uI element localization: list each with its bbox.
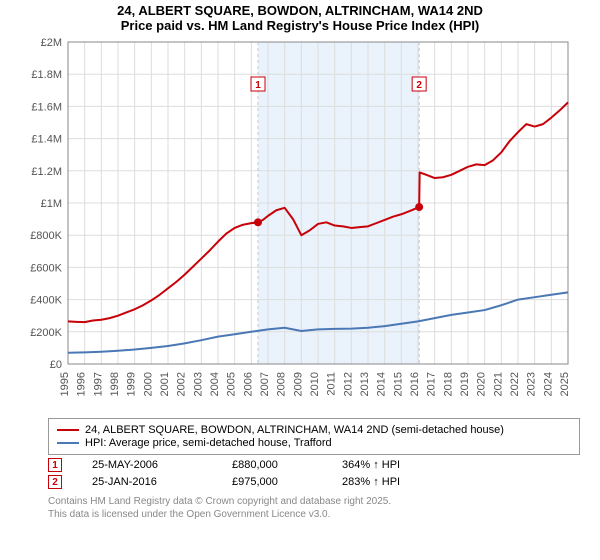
svg-text:2011: 2011	[326, 372, 338, 396]
chart-area: £0 £200K £400K £600K £800K £1M £1.2M £1.4M £1.6M…	[20, 34, 580, 414]
transaction-row-2: 2 25-JAN-2016 £975,000 283% ↑ HPI	[48, 475, 580, 489]
svg-text:2013: 2013	[359, 372, 371, 396]
svg-text:2009: 2009	[292, 372, 304, 396]
svg-text:£1.8M: £1.8M	[31, 69, 62, 81]
svg-text:2001: 2001	[159, 372, 171, 396]
svg-text:2025: 2025	[559, 372, 571, 396]
svg-text:1: 1	[255, 80, 261, 91]
svg-text:2006: 2006	[242, 372, 254, 396]
svg-text:2012: 2012	[342, 372, 354, 396]
footnote-line1: Contains HM Land Registry data © Crown c…	[48, 495, 580, 508]
svg-text:2016: 2016	[409, 372, 421, 396]
svg-text:2005: 2005	[226, 372, 238, 396]
svg-text:2024: 2024	[542, 372, 554, 396]
transaction-date-2: 25-JAN-2016	[92, 476, 202, 488]
svg-text:2007: 2007	[259, 372, 271, 396]
transaction-date-1: 25-MAY-2006	[92, 459, 202, 471]
svg-text:£200K: £200K	[30, 327, 62, 339]
transactions-list: 1 25-MAY-2006 £880,000 364% ↑ HPI 2 25-J…	[48, 458, 580, 489]
legend-label-hpi: HPI: Average price, semi-detached house,…	[85, 437, 332, 449]
svg-text:2008: 2008	[276, 372, 288, 396]
svg-text:2018: 2018	[442, 372, 454, 396]
line-chart: £0 £200K £400K £600K £800K £1M £1.2M £1.4M £1.6M…	[20, 34, 580, 414]
svg-text:1998: 1998	[109, 372, 121, 396]
transaction-marker-2: 2	[48, 475, 62, 489]
chart-title-line1: 24, ALBERT SQUARE, BOWDON, ALTRINCHAM, W…	[0, 3, 600, 18]
svg-text:2015: 2015	[392, 372, 404, 396]
svg-text:2017: 2017	[426, 372, 438, 396]
svg-text:2023: 2023	[526, 372, 538, 396]
svg-text:£400K: £400K	[30, 295, 62, 307]
svg-text:2000: 2000	[142, 372, 154, 396]
svg-text:£800K: £800K	[30, 230, 62, 242]
transaction-pct-2: 283% ↑ HPI	[342, 476, 400, 488]
svg-text:2002: 2002	[176, 372, 188, 396]
footnote: Contains HM Land Registry data © Crown c…	[48, 495, 580, 521]
footnote-line2: This data is licensed under the Open Gov…	[48, 508, 580, 521]
transaction-marker-1: 1	[48, 458, 62, 472]
svg-text:£2M: £2M	[41, 37, 62, 49]
svg-text:2022: 2022	[509, 372, 521, 396]
svg-text:£1M: £1M	[41, 198, 62, 210]
svg-text:2019: 2019	[459, 372, 471, 396]
legend-swatch-property	[57, 429, 79, 431]
svg-text:2021: 2021	[492, 372, 504, 396]
chart-title-line2: Price paid vs. HM Land Registry's House …	[0, 18, 600, 33]
svg-text:£1.6M: £1.6M	[31, 101, 62, 113]
svg-text:2010: 2010	[309, 372, 321, 396]
svg-text:1995: 1995	[59, 372, 71, 396]
transaction-price-1: £880,000	[232, 459, 312, 471]
transaction-pct-1: 364% ↑ HPI	[342, 459, 400, 471]
legend-swatch-hpi	[57, 442, 79, 444]
svg-text:2014: 2014	[376, 372, 388, 396]
svg-text:2004: 2004	[209, 372, 221, 396]
transaction-price-2: £975,000	[232, 476, 312, 488]
legend-item-property: 24, ALBERT SQUARE, BOWDON, ALTRINCHAM, W…	[57, 424, 571, 436]
legend: 24, ALBERT SQUARE, BOWDON, ALTRINCHAM, W…	[48, 418, 580, 455]
svg-text:£0: £0	[50, 359, 62, 371]
svg-text:£600K: £600K	[30, 262, 62, 274]
legend-item-hpi: HPI: Average price, semi-detached house,…	[57, 437, 571, 449]
svg-text:1996: 1996	[76, 372, 88, 396]
svg-text:£1.4M: £1.4M	[31, 134, 62, 146]
svg-text:2020: 2020	[476, 372, 488, 396]
svg-text:1997: 1997	[92, 372, 104, 396]
transaction-row-1: 1 25-MAY-2006 £880,000 364% ↑ HPI	[48, 458, 580, 472]
svg-text:2: 2	[416, 80, 422, 91]
svg-text:£1.2M: £1.2M	[31, 166, 62, 178]
legend-label-property: 24, ALBERT SQUARE, BOWDON, ALTRINCHAM, W…	[85, 424, 504, 436]
svg-text:2003: 2003	[192, 372, 204, 396]
svg-text:1999: 1999	[126, 372, 138, 396]
